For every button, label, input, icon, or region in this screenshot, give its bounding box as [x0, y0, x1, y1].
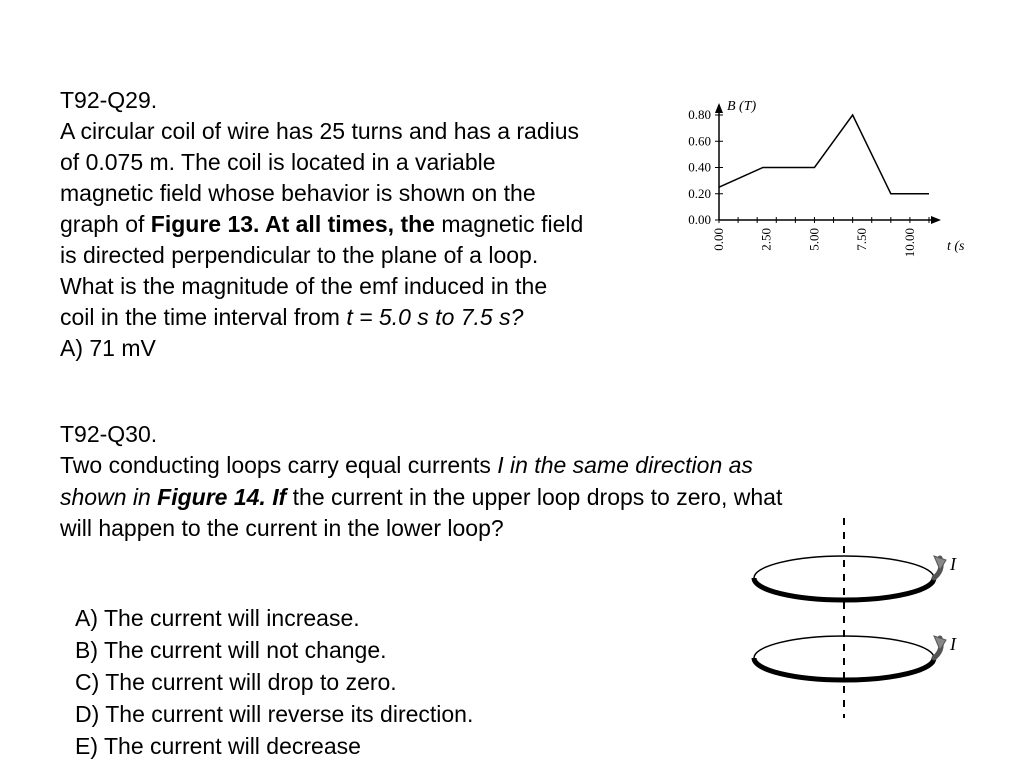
svg-text:0.00: 0.00 [688, 212, 711, 227]
graph-svg: B (T) t (s) 0.00 0.20 0.40 0.60 0.80 0.00 2.50 5.… [664, 95, 964, 285]
svg-text:0.40: 0.40 [688, 160, 711, 175]
question-line: Two conducting loops carry equal current… [60, 450, 964, 481]
option-a: A) The current will increase. [75, 602, 714, 634]
svg-text:0.80: 0.80 [688, 107, 711, 122]
question-line: is directed perpendicular to the plane o… [60, 240, 634, 271]
question-line: graph of Figure 13. At all times, the ma… [60, 209, 634, 240]
question-line: of 0.075 m. The coil is located in a var… [60, 147, 634, 178]
question-30-block: T92-Q30. Two conducting loops carry equa… [60, 419, 964, 762]
option-d: D) The current will reverse its directio… [75, 698, 714, 730]
option-c: C) The current will drop to zero. [75, 666, 714, 698]
question-id: T92-Q30. [60, 419, 964, 450]
question-line: shown in Figure 14. If the current in th… [60, 482, 964, 513]
option-e: E) The current will decrease [75, 730, 714, 762]
question-line: will happen to the current in the lower … [60, 513, 714, 544]
answer-line: A) 71 mV [60, 333, 634, 364]
question-id: T92-Q29. [60, 85, 634, 116]
svg-text:0.20: 0.20 [688, 186, 711, 201]
loops-svg: II [734, 513, 964, 723]
svg-text:7.50: 7.50 [854, 228, 869, 251]
svg-text:10.00: 10.00 [902, 228, 917, 257]
question-line: What is the magnitude of the emf induced… [60, 271, 634, 302]
svg-text:0.00: 0.00 [711, 228, 726, 251]
question-29-block: T92-Q29. A circular coil of wire has 25 … [60, 85, 964, 364]
svg-text:0.60: 0.60 [688, 133, 711, 148]
answer-options: A) The current will increase. B) The cur… [75, 602, 714, 763]
svg-text:I: I [949, 634, 957, 654]
svg-text:t (s): t (s) [947, 239, 964, 254]
question-line: magnetic field whose behavior is shown o… [60, 178, 634, 209]
question-line: coil in the time interval from t = 5.0 s… [60, 302, 634, 333]
question-29-text: T92-Q29. A circular coil of wire has 25 … [60, 85, 634, 364]
svg-text:B (T): B (T) [727, 99, 757, 114]
figure-13-graph: B (T) t (s) 0.00 0.20 0.40 0.60 0.80 0.00 2.50 5.… [664, 95, 964, 291]
figure-14-loops: II [734, 513, 964, 731]
svg-text:I: I [949, 554, 957, 574]
svg-text:2.50: 2.50 [759, 228, 774, 251]
svg-text:5.00: 5.00 [806, 228, 821, 251]
option-b: B) The current will not change. [75, 634, 714, 666]
question-line: A circular coil of wire has 25 turns and… [60, 116, 634, 147]
